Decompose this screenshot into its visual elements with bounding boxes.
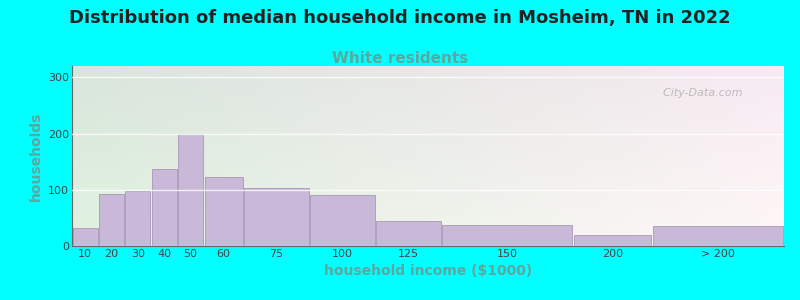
Bar bbox=[99, 194, 124, 246]
Bar bbox=[574, 235, 651, 246]
X-axis label: household income ($1000): household income ($1000) bbox=[324, 264, 532, 278]
Bar bbox=[310, 195, 374, 246]
Y-axis label: households: households bbox=[29, 111, 42, 201]
Bar bbox=[376, 221, 441, 246]
Bar bbox=[205, 177, 242, 246]
Bar bbox=[152, 169, 177, 246]
Text: Distribution of median household income in Mosheim, TN in 2022: Distribution of median household income … bbox=[69, 9, 731, 27]
Text: City-Data.com: City-Data.com bbox=[656, 88, 742, 98]
Bar bbox=[442, 225, 572, 246]
Bar bbox=[178, 134, 203, 246]
Bar bbox=[73, 228, 98, 246]
Text: White residents: White residents bbox=[332, 51, 468, 66]
Bar bbox=[653, 226, 783, 246]
Bar bbox=[126, 191, 150, 246]
Bar bbox=[244, 188, 309, 246]
